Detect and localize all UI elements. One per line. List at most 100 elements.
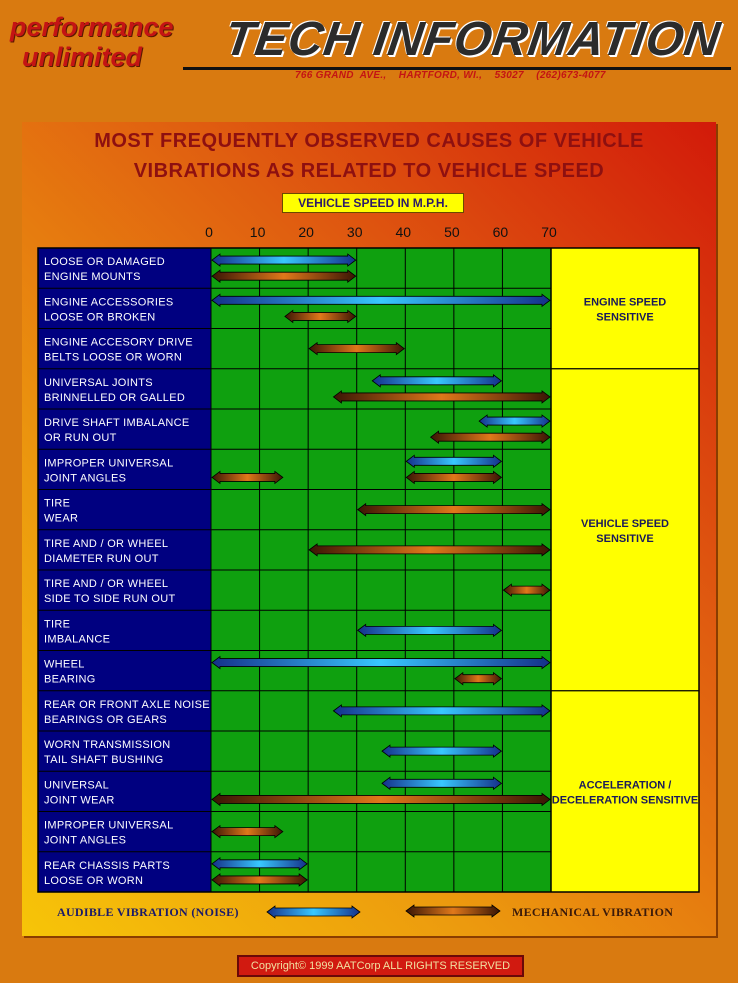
- audible-range-arrow-shape: [211, 857, 308, 871]
- x-tick-label: 40: [395, 224, 411, 240]
- mechanical-range-arrow-shape: [308, 543, 551, 557]
- row-label-line-1: DRIVE SHAFT IMBALANCE: [44, 417, 189, 429]
- mechanical-range-arrow: [502, 583, 551, 597]
- audible-range-arrow: [381, 744, 503, 758]
- row-label-line-2: WEAR: [44, 513, 78, 525]
- brand-line-1: performance: [10, 12, 174, 42]
- row-label-line-1: UNIVERSAL JOINTS: [44, 377, 153, 389]
- mechanical-range-arrow-shape: [429, 430, 551, 444]
- group-label: ENGINE SPEED: [584, 296, 667, 308]
- mechanical-range-arrow-shape: [211, 269, 357, 283]
- x-tick-label: 10: [250, 224, 266, 240]
- group-label: ACCELERATION /: [579, 779, 672, 791]
- mechanical-range-arrow-shape: [284, 309, 357, 324]
- row-label-line-2: BEARING: [44, 674, 96, 686]
- group-column: [551, 248, 699, 892]
- mechanical-range-arrow: [284, 309, 357, 324]
- row-label-line-1: ENGINE ACCESORY DRIVE: [44, 337, 193, 349]
- group-label: DECELERATION SENSITIVE: [552, 794, 698, 806]
- audible-range-arrow-shape: [211, 293, 551, 308]
- mechanical-range-arrow: [211, 269, 357, 283]
- mechanical-range-arrow: [308, 543, 551, 557]
- mechanical-range-arrow-shape: [211, 873, 308, 887]
- audible-range-arrow-shape: [332, 704, 551, 718]
- mechanical-range-arrow-shape: [211, 792, 551, 807]
- mechanical-range-arrow-shape: [308, 341, 405, 356]
- audible-range-arrow-shape: [381, 744, 503, 758]
- row-label-line-2: BELTS LOOSE OR WORN: [44, 352, 182, 364]
- legend-mechanical-arrow-shape: [405, 904, 501, 918]
- audible-range-arrow-shape: [357, 623, 503, 638]
- row-label-line-1: WORN TRANSMISSION: [44, 739, 171, 751]
- row-label-line-1: IMPROPER UNIVERSAL: [44, 820, 173, 832]
- row-label-line-2: TAIL SHAFT BUSHING: [44, 754, 164, 766]
- audible-range-arrow: [211, 655, 551, 670]
- row-label-line-2: DIAMETER RUN OUT: [44, 553, 159, 565]
- row-label-line-1: TIRE AND / OR WHEEL: [44, 578, 168, 590]
- row-label-line-2: IMBALANCE: [44, 633, 110, 645]
- row-label-line-2: LOOSE OR BROKEN: [44, 311, 155, 323]
- legend-audible-arrow-shape: [266, 905, 361, 919]
- chart-title-line-1: MOST FREQUENTLY OBSERVED CAUSES OF VEHIC…: [94, 130, 644, 152]
- mechanical-range-arrow: [429, 430, 551, 444]
- x-axis-label: VEHICLE SPEED IN M.P.H.: [282, 193, 464, 213]
- audible-range-arrow: [381, 776, 503, 791]
- group-label: SENSITIVE: [596, 533, 653, 545]
- row-label-line-1: WHEEL: [44, 659, 85, 671]
- audible-range-arrow-shape: [371, 374, 503, 388]
- x-tick-label: 30: [347, 224, 363, 240]
- row-label-line-1: TIRE AND / OR WHEEL: [44, 538, 168, 550]
- audible-range-arrow: [478, 414, 551, 428]
- address-line: 766 GRAND AVE., HARTFORD, WI., 53027 (26…: [295, 70, 606, 81]
- audible-range-arrow: [405, 454, 503, 469]
- row-label-line-1: REAR CHASSIS PARTS: [44, 860, 170, 872]
- row-label-line-1: TIRE: [44, 498, 70, 510]
- audible-range-arrow: [211, 253, 357, 267]
- mechanical-range-arrow: [357, 502, 551, 517]
- brand-logo: performance unlimited: [10, 12, 210, 72]
- audible-range-arrow: [357, 623, 503, 638]
- chart-title-line-2: VIBRATIONS AS RELATED TO VEHICLE SPEED: [133, 160, 605, 182]
- row-label-line-2: JOINT ANGLES: [44, 835, 126, 847]
- row-label-line-2: JOINT WEAR: [44, 794, 115, 806]
- legend-mechanical-label: MECHANICAL VIBRATION: [512, 905, 674, 919]
- x-tick-label: 70: [541, 224, 557, 240]
- mechanical-range-arrow: [405, 470, 503, 485]
- audible-range-arrow-shape: [211, 655, 551, 670]
- row-label-line-1: LOOSE OR DAMAGED: [44, 256, 165, 268]
- mechanical-range-arrow: [332, 390, 551, 404]
- audible-range-arrow-shape: [211, 253, 357, 267]
- row-label-line-2: BEARINGS OR GEARS: [44, 714, 167, 726]
- chart-border: [37, 247, 700, 893]
- audible-range-arrow: [211, 857, 308, 871]
- row-label-line-2: JOINT ANGLES: [44, 472, 126, 484]
- legend-mechanical-arrow: [405, 904, 501, 918]
- legend-audible-arrow: [266, 905, 361, 919]
- mechanical-range-arrow-shape: [211, 470, 284, 485]
- audible-range-arrow-shape: [381, 776, 503, 791]
- x-tick-label: 60: [493, 224, 509, 240]
- row-label-line-1: IMPROPER UNIVERSAL: [44, 457, 173, 469]
- row-label-line-1: ENGINE ACCESSORIES: [44, 296, 174, 308]
- title-rule: [183, 67, 731, 70]
- audible-range-arrow: [211, 293, 551, 308]
- row-label-line-2: LOOSE OR WORN: [44, 875, 143, 887]
- row-label-line-1: TIRE: [44, 618, 70, 630]
- audible-range-arrow: [371, 374, 503, 388]
- group-label: SENSITIVE: [596, 311, 653, 323]
- chart-title: MOST FREQUENTLY OBSERVED CAUSES OF VEHIC…: [22, 126, 716, 186]
- brand-line-2: unlimited: [22, 42, 142, 72]
- row-label-line-2: BRINNELLED OR GALLED: [44, 392, 185, 404]
- mechanical-range-arrow-shape: [454, 671, 503, 686]
- mechanical-range-arrow: [211, 824, 284, 839]
- x-tick-label: 0: [205, 224, 213, 240]
- mechanical-range-arrow-shape: [211, 824, 284, 839]
- mechanical-range-arrow-shape: [357, 502, 551, 517]
- legend-audible-label: AUDIBLE VIBRATION (NOISE): [57, 905, 239, 919]
- row-label-line-2: OR RUN OUT: [44, 432, 117, 444]
- x-tick-label: 20: [298, 224, 314, 240]
- row-label-line-2: SIDE TO SIDE RUN OUT: [44, 593, 176, 605]
- mechanical-range-arrow: [308, 341, 405, 356]
- x-tick-label: 50: [444, 224, 460, 240]
